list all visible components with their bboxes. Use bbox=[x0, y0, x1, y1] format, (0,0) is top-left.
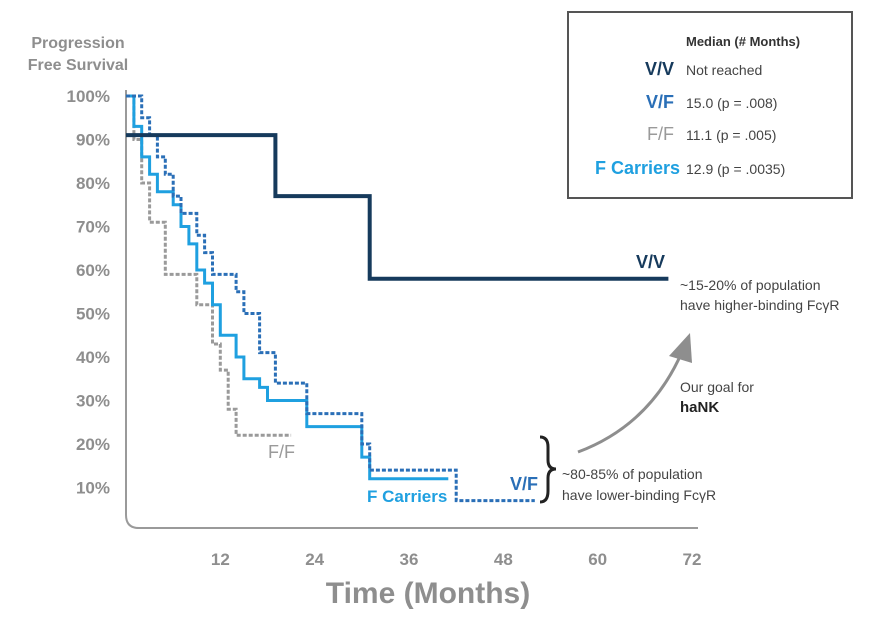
y-axis-label-line1: Progression bbox=[31, 35, 124, 52]
goal-arrowhead-icon bbox=[669, 333, 692, 363]
legend-value-fcarriers: 12.9 (p = .0035) bbox=[686, 161, 785, 177]
vv-note-line1: ~15-20% of population bbox=[680, 277, 821, 293]
y-tick-label: 100% bbox=[67, 87, 110, 106]
y-tick-label: 80% bbox=[76, 174, 110, 193]
x-tick-label: 12 bbox=[211, 550, 230, 569]
vf-series-label: V/F bbox=[510, 474, 538, 494]
legend-header: Median (# Months) bbox=[686, 34, 800, 49]
legend-key-vv: V/V bbox=[645, 59, 674, 79]
vv-series-label: V/V bbox=[636, 252, 665, 272]
x-tick-label: 36 bbox=[400, 550, 419, 569]
y-tick-label: 90% bbox=[76, 131, 110, 150]
y-tick-label: 40% bbox=[76, 348, 110, 367]
x-tick-label: 60 bbox=[588, 550, 607, 569]
x-tick-label: 24 bbox=[305, 550, 324, 569]
axis-line bbox=[125, 90, 698, 529]
x-axis-label: Time (Months) bbox=[326, 577, 530, 610]
x-tick-group: 12 24 36 48 60 72 bbox=[211, 550, 702, 569]
legend-key-fcarriers: F Carriers bbox=[595, 158, 680, 178]
legend-key-ff: F/F bbox=[647, 124, 674, 144]
legend-box bbox=[567, 11, 853, 199]
legend-value-ff: 11.1 (p = .005) bbox=[686, 127, 776, 143]
curly-brace-icon bbox=[539, 435, 557, 504]
legend-value-vf: 15.0 (p = .008) bbox=[686, 95, 777, 111]
y-tick-label: 20% bbox=[76, 435, 110, 454]
series-line-v-f bbox=[126, 94, 535, 503]
fcarriers-series-label: F Carriers bbox=[367, 487, 447, 506]
goal-arrow-icon bbox=[577, 351, 684, 454]
low-note-line1: ~80-85% of population bbox=[562, 466, 703, 482]
series-line-f-f bbox=[126, 94, 292, 437]
x-tick-label: 48 bbox=[494, 550, 513, 569]
low-note-line2: have lower-binding FcγR bbox=[562, 487, 716, 503]
y-tick-label: 50% bbox=[76, 305, 110, 324]
y-tick-label: 70% bbox=[76, 218, 110, 237]
legend-key-vf: V/F bbox=[646, 92, 674, 112]
y-tick-label: 60% bbox=[76, 261, 110, 280]
goal-note-line1: Our goal for bbox=[680, 379, 754, 395]
series-layer bbox=[126, 94, 669, 503]
ff-series-label: F/F bbox=[268, 442, 295, 462]
x-tick-label: 72 bbox=[683, 550, 702, 569]
legend-value-vv: Not reached bbox=[686, 62, 762, 78]
y-tick-label: 10% bbox=[76, 479, 110, 498]
series-line-v-v bbox=[126, 133, 669, 281]
vv-note-line2: have higher-binding FcγR bbox=[680, 297, 840, 313]
y-tick-label: 30% bbox=[76, 392, 110, 411]
goal-note-line2: haNK bbox=[680, 399, 719, 416]
y-tick-group: 10% 20% 30% 40% 50% 60% 70% 80% 90% 100% bbox=[67, 87, 110, 498]
y-axis-label-line2: Free Survival bbox=[28, 57, 129, 74]
series-line-f-carriers bbox=[126, 94, 449, 481]
